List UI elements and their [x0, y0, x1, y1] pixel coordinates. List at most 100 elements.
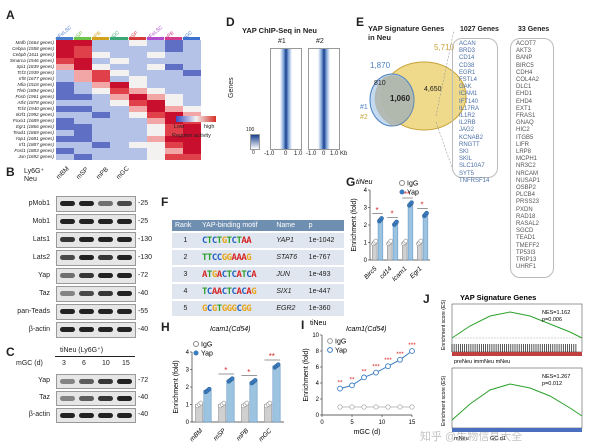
heatmap-cell — [74, 52, 93, 58]
gene-list1-item: EGR1 — [459, 69, 476, 76]
gene-list2-item: NUSAP1 — [516, 177, 541, 184]
heatmap-cell — [110, 148, 129, 154]
heatmap-cell — [182, 88, 201, 94]
heatmap-cell — [110, 112, 129, 118]
motif-letter: C — [211, 252, 217, 263]
gene-list1-item: ICAM1 — [459, 91, 478, 98]
band — [79, 379, 94, 384]
y-axis-label: Enrichment (fold) — [303, 348, 310, 401]
heatmap-row-label: Atf4 (1878 genes) — [17, 100, 54, 105]
heatmap-cell — [92, 100, 111, 106]
heatmap-cell — [74, 142, 93, 148]
band — [117, 396, 132, 401]
band — [60, 309, 75, 314]
gsea-top-p: p=0.006 — [542, 317, 562, 323]
heatmap-cell — [128, 148, 147, 154]
tick-4: -1.0 — [306, 151, 317, 157]
panel-label-f: F — [161, 195, 169, 209]
heatmap-cell — [74, 76, 93, 82]
band — [98, 379, 113, 384]
list2-box — [510, 38, 554, 278]
band — [60, 273, 75, 278]
band — [117, 255, 132, 260]
gene-list2-item: RASAL2 — [516, 221, 540, 228]
heatmap-cell — [128, 154, 147, 160]
band — [79, 413, 94, 418]
heatmap-cell — [146, 94, 165, 100]
gsea-bottom-ylabel: Enrichment score (ES) — [441, 375, 447, 426]
y-tick-label: 3 — [186, 368, 190, 374]
motif-logo: GCGTGGGCGG — [199, 301, 274, 316]
gene-list2-item: AKT3 — [516, 48, 532, 55]
bar-yap — [203, 390, 212, 423]
sig-marker: ** — [349, 376, 355, 383]
motif-letter: T — [236, 235, 242, 246]
band — [117, 379, 132, 384]
panel-e: YAP Signature Genes in Neu 1,870 5,710 8… — [356, 18, 600, 278]
heatmap-cell — [128, 118, 147, 124]
heatmap-cell — [74, 118, 93, 124]
gene-list2-item: NRCAM — [516, 170, 538, 177]
band — [60, 201, 75, 206]
heatmap-cell — [146, 70, 165, 76]
heatmap-cell — [128, 58, 147, 64]
heatmap-cell — [110, 124, 129, 130]
heatmap-cell — [56, 94, 75, 100]
motif-letter: C — [221, 286, 227, 297]
panel-label-h: H — [161, 320, 170, 334]
molecular-weight: -40 — [138, 411, 149, 418]
blot-image — [56, 391, 136, 406]
heatmap-cell — [164, 154, 183, 160]
y-tick-label: 1 — [186, 403, 190, 409]
heatmap-cell — [128, 106, 147, 112]
list1-title: 1027 Genes — [460, 26, 499, 33]
heatmap-cell — [182, 130, 201, 136]
heatmap-cell — [146, 130, 165, 136]
gene-list1-item: JAG2 — [459, 127, 475, 134]
bar-yap — [422, 214, 429, 261]
motif-letter: C — [206, 286, 212, 297]
panel-label-d: D — [226, 15, 235, 29]
band — [98, 255, 113, 260]
motif-letter: C — [236, 303, 242, 314]
y-tick-label: 10 — [312, 333, 319, 339]
heatmap-cell — [110, 82, 129, 88]
heatmap-row-label: Spi1 (1839 genes) — [16, 64, 54, 69]
motif-tf-name: JUN — [273, 267, 306, 282]
point-yap — [337, 385, 343, 392]
sig-marker: ** — [361, 368, 367, 375]
heatmap-cell — [128, 82, 147, 88]
heatmap-cell — [128, 88, 147, 94]
bar-yap — [249, 381, 258, 423]
gene-list1-item: SYT5 — [459, 170, 475, 177]
molecular-weight: -72 — [138, 272, 149, 279]
gene-list2-item: MCPH1 — [516, 156, 538, 163]
molecular-weight: -72 — [138, 377, 149, 384]
heatmap-cell — [164, 142, 183, 148]
tick-2: 0 — [284, 151, 288, 157]
heatmap-cell — [182, 148, 201, 154]
heatmap-cell — [146, 40, 165, 46]
gene-list2-item: ACOT7 — [516, 41, 537, 47]
heatmap-cell — [56, 52, 75, 58]
bar-yap — [226, 379, 235, 423]
sig-marker: ** — [404, 190, 410, 199]
heatmap-row-label: Cebpa (1558 genes) — [12, 46, 54, 51]
band — [117, 273, 132, 278]
x-tick-label: 5 — [350, 420, 354, 426]
bar-yap — [392, 223, 399, 261]
motif-rank: 5 — [172, 301, 199, 316]
heatmap-cell — [56, 142, 75, 148]
panel-label-i: I — [301, 318, 305, 332]
motif-letter: G — [226, 303, 232, 314]
motif-p-value: 1e-493 — [305, 267, 344, 282]
heatmap-cell — [56, 70, 75, 76]
heatmap-cell — [164, 130, 183, 136]
legend-yap-swatch — [399, 189, 405, 195]
heatmap-cell — [164, 70, 183, 76]
sig-marker: * — [420, 201, 423, 210]
blot-image — [56, 374, 136, 389]
gsea-bottom-xlabel-right: GC d1 — [490, 436, 506, 442]
y-tick-label: 0 — [316, 413, 320, 419]
lane-label: mBM — [55, 165, 71, 181]
